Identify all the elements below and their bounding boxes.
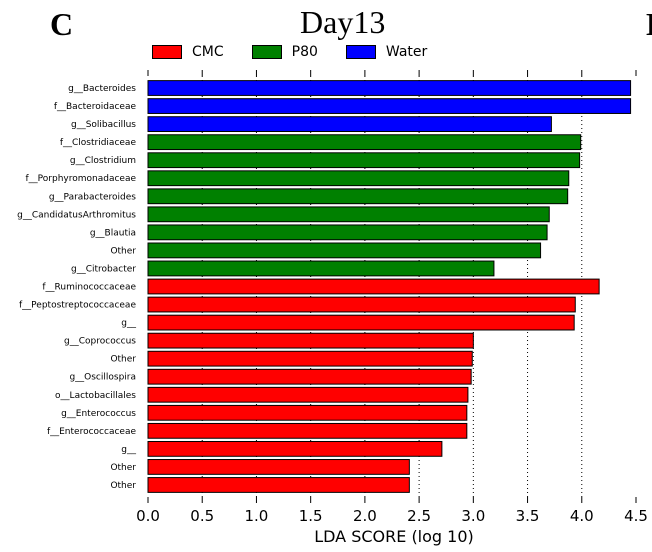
bar: [147, 260, 495, 277]
y-tick-label: f__Ruminococcaceae: [42, 283, 136, 293]
legend-swatch-cmc: [152, 45, 182, 59]
legend-label-water: Water: [385, 44, 428, 60]
panel-letter-c: C: [50, 6, 74, 42]
y-tick-label: g__: [121, 445, 136, 455]
x-axis-label: LDA SCORE (log 10): [314, 527, 474, 546]
y-tick-label: f__Peptostreptococcaceae: [19, 301, 136, 311]
bar: [147, 242, 542, 259]
bar: [147, 477, 410, 493]
y-tick-label: g__Coprococcus: [64, 337, 136, 347]
bar: [147, 224, 548, 241]
bar: [147, 332, 474, 349]
y-tick-label: f__Clostridiaceae: [60, 138, 137, 148]
x-tick-label: 1.0: [245, 507, 269, 525]
legend-label-cmc: CMC: [192, 44, 224, 60]
y-tick-label: Other: [110, 246, 136, 256]
legend-item-water: Water: [345, 44, 428, 60]
bar: [147, 98, 632, 114]
legend-swatch-water: [345, 45, 376, 59]
bar: [147, 404, 468, 421]
legend-item-cmc: CMC: [152, 44, 224, 60]
y-tick-label: Other: [110, 355, 136, 365]
y-tick-label: g__Clostridium: [70, 156, 136, 166]
legend-item-p80: P80: [251, 44, 318, 60]
bar: [147, 296, 576, 313]
y-tick-label: g__Blautia: [90, 228, 136, 238]
legend-swatch-p80: [251, 45, 282, 59]
y-tick-label: g__Bacteroides: [68, 84, 136, 94]
y-tick-label: f__Porphyromonadaceae: [26, 174, 137, 184]
bar: [147, 459, 410, 475]
bar: [147, 368, 472, 385]
y-tick-label: g__: [121, 319, 136, 329]
bar: [147, 386, 469, 403]
y-tick-label: g__Parabacteroides: [49, 192, 136, 202]
panel-letter-d: D: [646, 6, 652, 43]
bar: [147, 350, 473, 367]
x-tick-label: 2.5: [407, 507, 431, 525]
bar: [147, 440, 443, 457]
bar: [147, 314, 575, 331]
bar: [147, 152, 581, 169]
chart-title: Day13: [300, 4, 386, 40]
y-tick-label: o__Lactobacillales: [55, 391, 136, 401]
y-tick-label: g__Enterococcus: [61, 409, 136, 419]
bar: [147, 206, 550, 223]
bar: [147, 188, 569, 205]
x-tick-label: 1.5: [299, 507, 323, 525]
bar: [147, 134, 582, 151]
x-tick-label: 4.5: [624, 507, 648, 525]
y-tick-label: f__Bacteroidaceae: [54, 102, 137, 112]
bar: [147, 170, 570, 187]
legend-label-p80: P80: [291, 44, 318, 60]
bar: [147, 278, 600, 295]
x-tick-label: 3.0: [461, 507, 485, 525]
y-tick-label: g__CandidatusArthromitus: [17, 210, 136, 220]
legend: CMC P80 Water: [152, 44, 455, 60]
y-tick-label: g__Solibacillus: [71, 120, 136, 130]
x-tick-label: 0.5: [190, 507, 214, 525]
x-tick-label: 4.0: [570, 507, 594, 525]
x-tick-label: 3.5: [516, 507, 540, 525]
y-tick-label: Other: [110, 463, 136, 473]
bar: [147, 422, 468, 439]
y-tick-label: g__Oscillospira: [69, 373, 136, 383]
x-tick-label: 2.0: [353, 507, 377, 525]
x-tick-label: 0.0: [136, 507, 160, 525]
y-tick-label: Other: [110, 481, 136, 491]
bar: [147, 116, 552, 133]
y-tick-label: f__Enterococcaceae: [47, 427, 137, 437]
y-tick-label: g__Citrobacter: [71, 264, 136, 274]
bar: [147, 80, 632, 96]
